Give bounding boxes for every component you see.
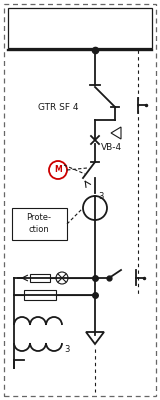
FancyBboxPatch shape [24, 290, 56, 300]
FancyBboxPatch shape [12, 208, 67, 240]
Text: GTR SF 4: GTR SF 4 [38, 102, 79, 112]
FancyBboxPatch shape [8, 8, 152, 48]
Text: Prote-: Prote- [27, 214, 52, 222]
Text: 3: 3 [98, 192, 103, 201]
FancyBboxPatch shape [30, 274, 50, 282]
Text: VB-4: VB-4 [101, 144, 122, 152]
Text: M: M [54, 166, 62, 174]
Text: 3: 3 [64, 346, 69, 354]
Text: ction: ction [29, 226, 49, 234]
